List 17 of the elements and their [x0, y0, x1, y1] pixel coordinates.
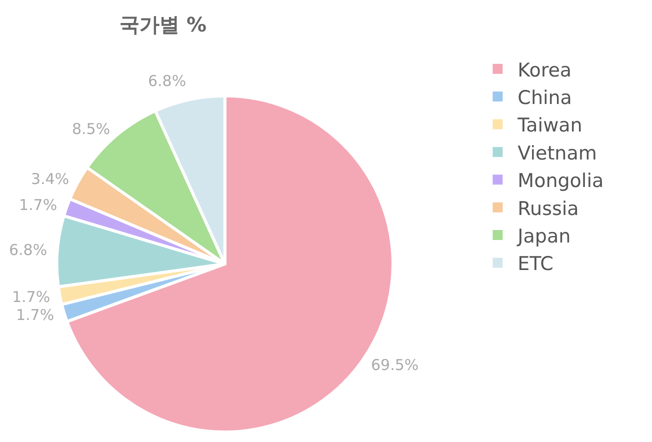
legend-label: Vietnam — [518, 142, 597, 164]
data-label: 6.8% — [148, 72, 186, 90]
chart-title: 국가별 % — [119, 12, 207, 37]
data-label: 69.5% — [371, 356, 419, 374]
legend-label: China — [518, 86, 572, 109]
data-label: 1.7% — [19, 196, 58, 214]
data-label: 8.5% — [72, 120, 110, 138]
legend-label: Mongolia — [518, 170, 604, 192]
legend-label: ETC — [518, 253, 554, 276]
legend-label: Korea — [518, 59, 572, 82]
data-label: 1.7% — [16, 306, 54, 324]
legend-label: Japan — [516, 225, 571, 248]
legend-label: Taiwan — [516, 114, 582, 137]
data-label: 1.7% — [12, 288, 50, 306]
data-label: 6.8% — [9, 241, 48, 259]
data-label: 3.4% — [31, 170, 70, 188]
legend-label: Russia — [518, 198, 579, 220]
